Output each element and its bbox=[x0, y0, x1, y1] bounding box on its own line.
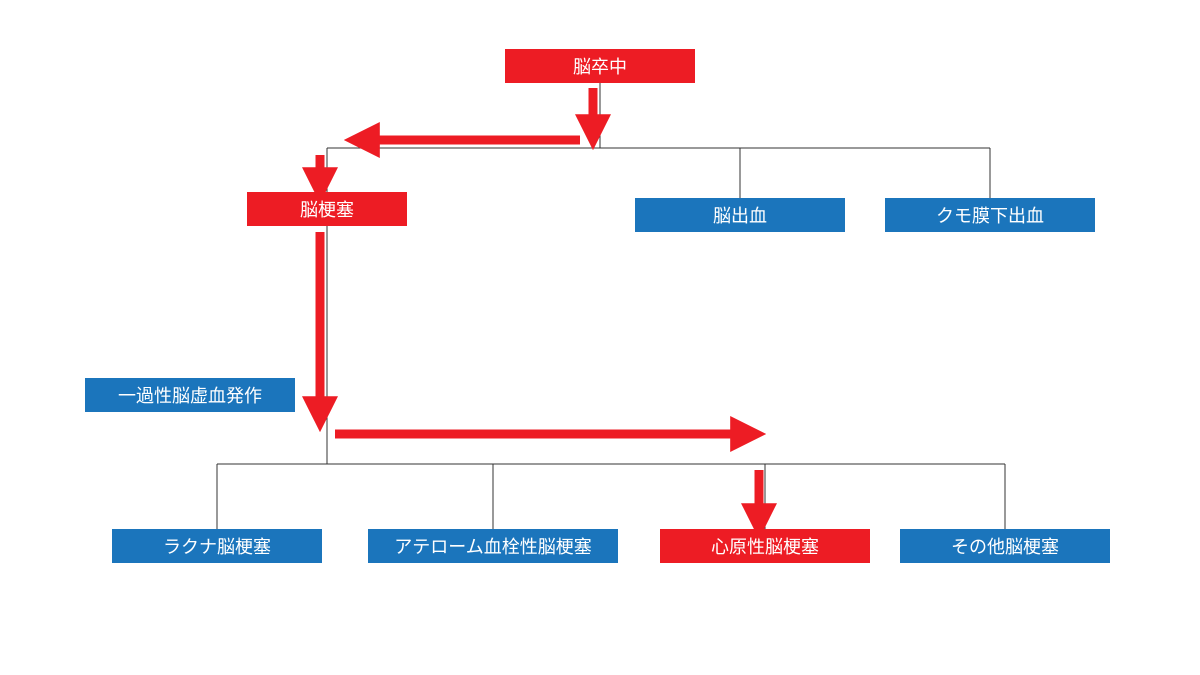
diagram-stage: 脳卒中脳梗塞 脳出血 クモ膜下出血一過性脳虚血発作ラクナ脳梗塞 アテローム血栓性脳梗塞… bbox=[0, 0, 1200, 675]
node-root: 脳卒中 bbox=[505, 49, 695, 83]
node-label: ラクナ脳梗塞 bbox=[163, 533, 271, 559]
path-arrows bbox=[0, 0, 1200, 675]
node-tia: 一過性脳虚血発作 bbox=[85, 378, 295, 412]
node-label: クモ膜下出血 bbox=[936, 202, 1044, 228]
node-label: 脳出血 bbox=[713, 202, 767, 228]
node-label: その他脳梗塞 bbox=[951, 533, 1059, 559]
node-cardio: 心原性脳梗塞 bbox=[660, 529, 870, 563]
node-label: 一過性脳虚血発作 bbox=[118, 382, 262, 408]
node-athero: アテローム血栓性脳梗塞 bbox=[368, 529, 618, 563]
node-infarct: 脳梗塞 bbox=[247, 192, 407, 226]
node-label: 脳梗塞 bbox=[300, 196, 354, 222]
node-lacunar: ラクナ脳梗塞 bbox=[112, 529, 322, 563]
node-label: 脳卒中 bbox=[573, 53, 627, 79]
node-other: その他脳梗塞 bbox=[900, 529, 1110, 563]
tree-connectors bbox=[0, 0, 1200, 675]
node-hemor: 脳出血 bbox=[635, 198, 845, 232]
node-label: アテローム血栓性脳梗塞 bbox=[394, 533, 591, 559]
node-label: 心原性脳梗塞 bbox=[711, 533, 819, 559]
node-sah: クモ膜下出血 bbox=[885, 198, 1095, 232]
